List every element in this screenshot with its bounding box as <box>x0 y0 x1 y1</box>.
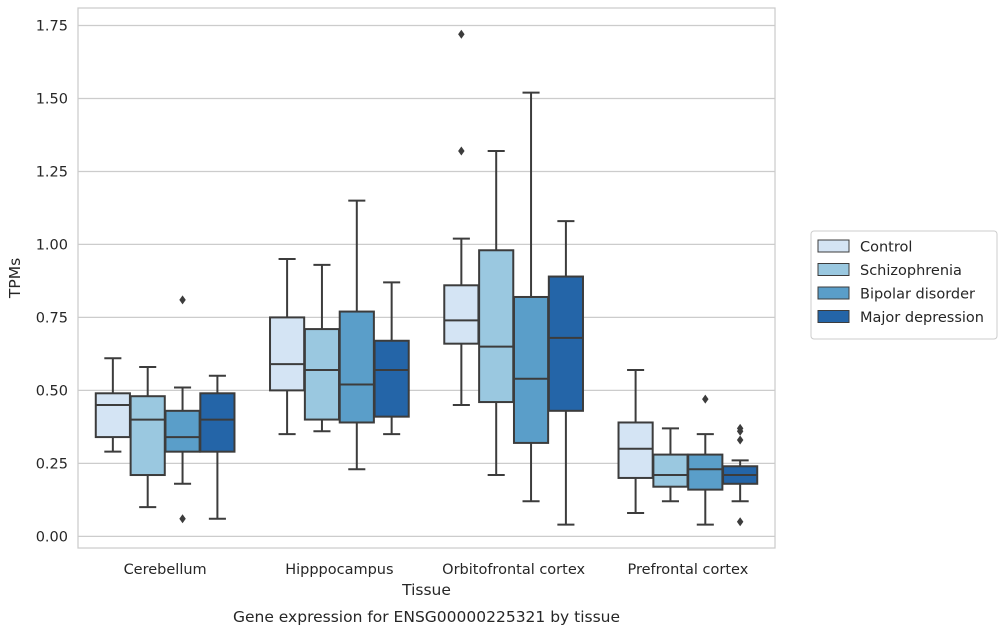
legend-label: Control <box>860 240 912 256</box>
y-tick-label: 0.50 <box>36 383 68 399</box>
y-tick-label: 1.50 <box>36 91 68 107</box>
x-tick-label: Hipppocampus <box>285 562 393 578</box>
box <box>547 220 584 526</box>
box <box>164 295 201 524</box>
box <box>443 29 480 406</box>
x-tick-label: Cerebellum <box>124 562 207 578</box>
box <box>478 150 515 477</box>
legend-swatch <box>817 239 850 253</box>
box-body <box>338 310 375 424</box>
outlier-point <box>458 146 465 156</box>
box-body <box>687 453 724 491</box>
series-major-depression <box>199 220 759 527</box>
legend-swatch <box>817 263 850 276</box>
legend: Control Schizophrenia Bipolar disorder Majo… <box>810 230 998 340</box>
legend-label: Schizophrenia <box>860 263 962 279</box>
y-tick-label: 1.75 <box>36 19 68 35</box>
box-body <box>652 453 689 488</box>
chart-caption: Gene expression for ENSG00000225321 by t… <box>233 608 620 626</box>
legend-label: Bipolar disorder <box>860 287 975 303</box>
grid-lines <box>78 24 775 537</box>
legend-swatch <box>817 310 850 323</box>
series-control <box>94 29 654 514</box>
box-body <box>269 316 306 392</box>
y-tick-label: 0.75 <box>36 310 68 326</box>
x-tick-label: Prefrontal cortex <box>627 562 748 578</box>
y-axis-ticks: 0.00 0.25 0.50 0.75 1.00 1.25 1.50 1.75 <box>36 19 68 546</box>
box <box>338 199 375 471</box>
outlier-point <box>179 295 186 305</box>
box-body <box>617 421 654 479</box>
box-body <box>199 392 236 453</box>
box <box>512 91 550 503</box>
legend-label: Major depression <box>860 310 984 326</box>
outlier-point <box>736 435 744 445</box>
box-body <box>478 249 515 404</box>
outlier-point <box>736 517 744 527</box>
box <box>652 427 689 503</box>
box <box>303 263 341 433</box>
series-bipolar-disorder <box>164 91 724 526</box>
box-body <box>443 284 480 345</box>
box-body <box>303 328 341 421</box>
y-axis-label: TPMs <box>6 258 24 299</box>
x-axis-label: Tissue <box>401 581 451 599</box>
x-axis-ticks: Cerebellum Hipppocampus Orbitofrontal cort… <box>124 562 749 578</box>
legend-frame <box>810 230 998 340</box>
y-tick-label: 1.25 <box>36 164 68 180</box>
outlier-point <box>702 394 709 404</box>
box <box>687 394 724 526</box>
box <box>94 357 131 453</box>
y-tick-label: 0.00 <box>36 529 68 545</box>
box <box>269 258 306 436</box>
box <box>199 374 236 520</box>
box <box>617 368 654 514</box>
box <box>129 366 166 509</box>
y-tick-label: 0.25 <box>36 456 68 472</box>
box-body <box>94 392 131 439</box>
outlier-point <box>179 514 186 524</box>
legend-swatch <box>817 286 850 300</box>
box-body <box>373 339 410 418</box>
box-body <box>129 395 166 477</box>
box-plot-series <box>94 29 759 527</box>
box-body <box>512 295 550 444</box>
box-body <box>164 409 201 453</box>
x-tick-label: Orbitofrontal cortex <box>442 562 585 578</box>
box <box>722 423 759 527</box>
box-body <box>547 275 584 412</box>
outlier-point <box>736 423 744 433</box>
series-schizophrenia <box>129 150 689 509</box>
outlier-point <box>458 29 465 39</box>
box <box>373 281 410 436</box>
y-tick-label: 1.00 <box>36 237 68 253</box>
plot-area-frame <box>77 7 776 549</box>
